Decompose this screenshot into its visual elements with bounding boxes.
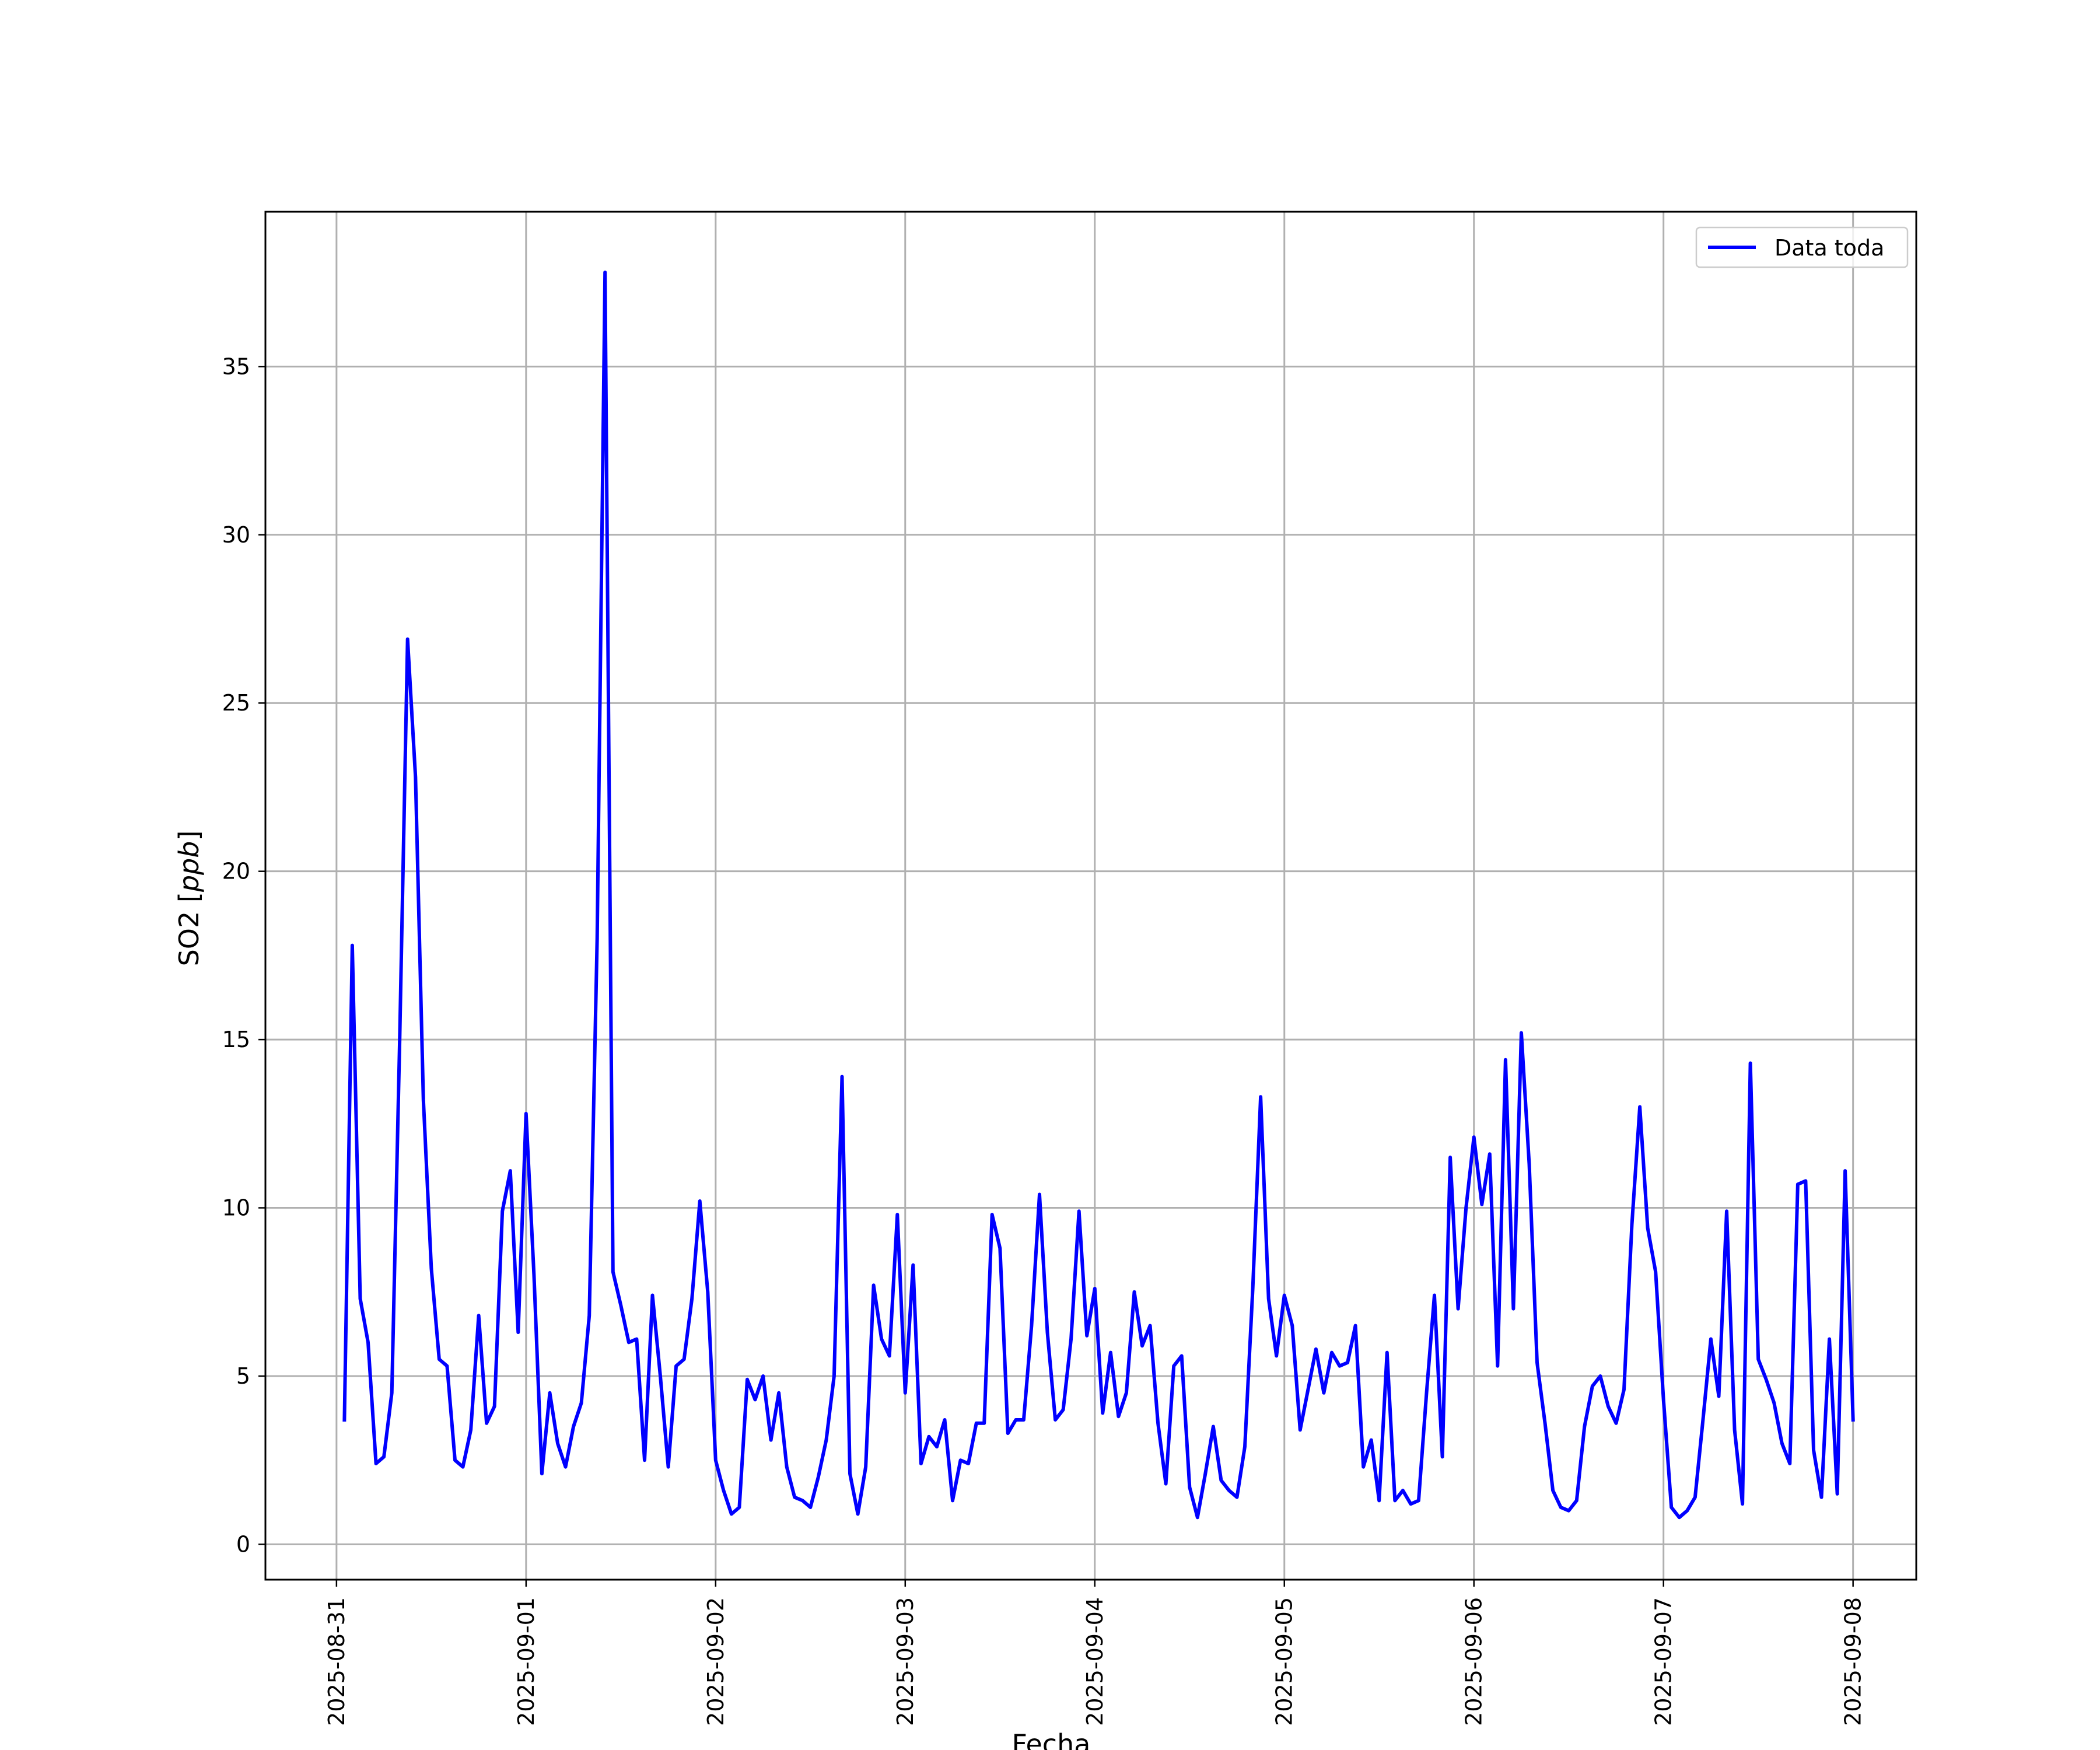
y-tick-label: 10 (222, 1195, 250, 1221)
y-tick-label: 15 (222, 1027, 250, 1052)
y-tick-label: 20 (222, 859, 250, 884)
x-tick-label: 2025-09-07 (1651, 1597, 1676, 1726)
series-line (342, 270, 1855, 1520)
y-tick-label: 5 (236, 1363, 250, 1389)
x-tick-label: 2025-09-06 (1461, 1597, 1487, 1726)
x-gridlines (335, 212, 1854, 1580)
series-layer (342, 270, 1855, 1520)
y-tick-label: 0 (236, 1531, 250, 1557)
x-tick-label: 2025-08-31 (324, 1597, 349, 1726)
y-ticks: 0 5 10 15 20 25 30 35 (222, 354, 265, 1557)
x-tick-label: 2025-09-05 (1272, 1597, 1297, 1726)
x-tick-label: 2025-09-04 (1082, 1597, 1108, 1726)
y-axis-label-base: SO2 [ (173, 892, 205, 966)
x-ticks: 2025-08-31 2025-09-01 2025-09-02 2025-09-03… (324, 1580, 1866, 1726)
x-tick-label: 2025-09-08 (1840, 1597, 1866, 1726)
y-axis-label-unit: ppb (173, 841, 205, 893)
plot-frame (264, 211, 1917, 1581)
x-tick-label: 2025-09-03 (892, 1597, 918, 1726)
legend-label: Data toda (1774, 235, 1884, 261)
y-tick-label: 35 (222, 354, 250, 379)
y-gridlines (265, 365, 1916, 1545)
y-axis-label: SO2 [ppb] (173, 831, 205, 967)
legend: Data toda (1695, 226, 1909, 268)
y-axis-label-close: ] (173, 831, 205, 841)
legend-box (1695, 226, 1909, 268)
x-axis-label: Fecha (1012, 1728, 1091, 1750)
y-tick-label: 25 (222, 690, 250, 716)
y-tick-label: 30 (222, 522, 250, 548)
x-tick-label: 2025-09-02 (703, 1597, 729, 1726)
x-tick-label: 2025-09-01 (513, 1597, 539, 1726)
